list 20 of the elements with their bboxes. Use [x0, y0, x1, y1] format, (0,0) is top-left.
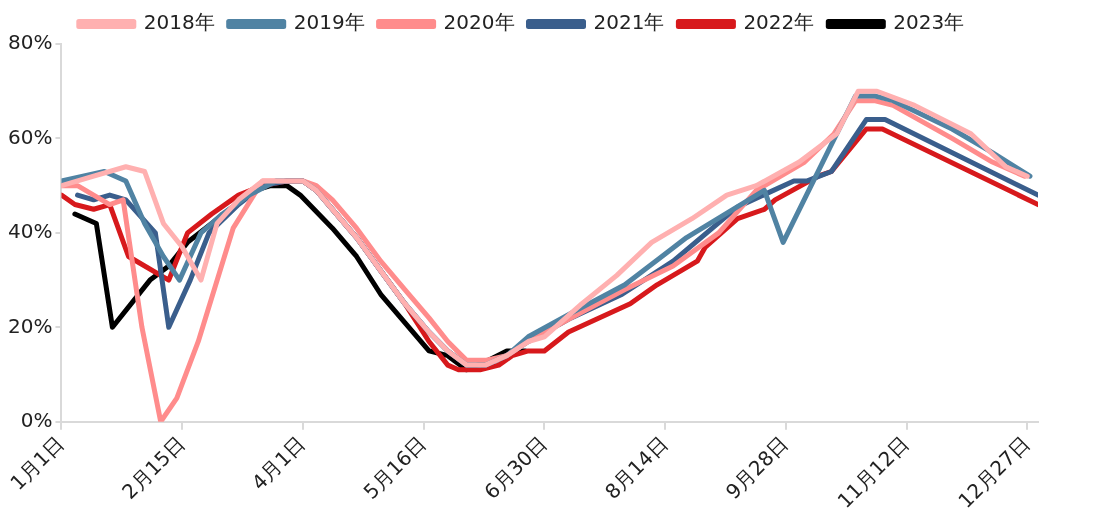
y-tick-label: 0%	[20, 407, 53, 432]
x-tick-label: 9月28日	[720, 431, 794, 504]
y-tick-label: 40%	[8, 219, 53, 244]
legend-label: 2020年	[443, 10, 515, 35]
y-tick-label: 20%	[8, 313, 53, 338]
x-tick-label: 2月15日	[117, 431, 190, 504]
legend-label: 2022年	[743, 10, 815, 35]
legend-label: 2018年	[143, 10, 215, 35]
x-tick-label: 1月1日	[5, 431, 69, 495]
x-tick-label: 6月30日	[479, 431, 552, 504]
x-tick-label: 4月1日	[246, 431, 311, 495]
x-tick-label: 11月12日	[832, 431, 914, 513]
legend-label: 2021年	[593, 10, 665, 35]
x-tick-label: 5月16日	[358, 431, 431, 504]
x-tick-label: 8月14日	[600, 431, 673, 504]
legend-label: 2023年	[893, 10, 965, 35]
x-tick-label: 12月27日	[953, 431, 1035, 513]
y-tick-label: 80%	[8, 30, 53, 55]
y-tick-label: 60%	[8, 124, 53, 149]
legend-label: 2019年	[293, 10, 365, 35]
